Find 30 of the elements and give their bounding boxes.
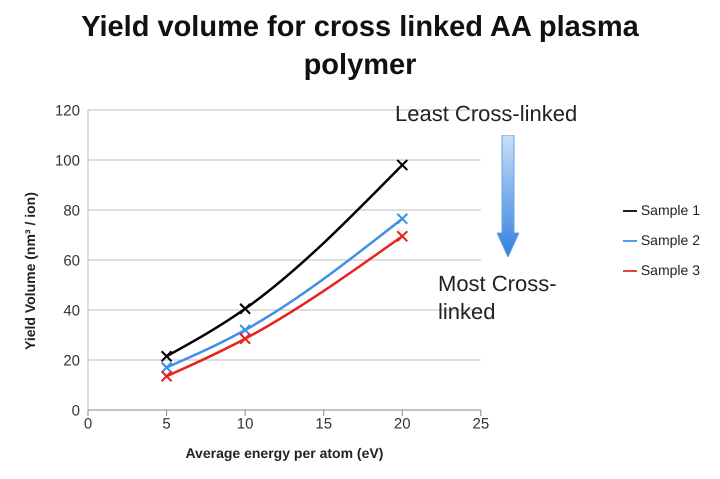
annotation: Least Cross-linked: [395, 100, 578, 128]
legend-label: Sample 1: [640, 202, 700, 218]
point: [239, 302, 252, 315]
point: [160, 370, 173, 382]
annotation: Most Cross-linked: [438, 270, 558, 326]
point: [396, 230, 408, 242]
point: [396, 159, 408, 171]
x-tick-label: 0: [84, 416, 92, 433]
x-tick-label: 20: [394, 416, 411, 433]
point: [239, 324, 252, 336]
legend-label: Sample 2: [640, 232, 700, 248]
x-tick-label: 15: [315, 416, 332, 433]
y-tick-label: 60: [63, 252, 80, 270]
chart-title: Yield volume for cross linked AA plasma polymer: [80, 10, 640, 83]
point: [160, 362, 173, 374]
point: [160, 350, 173, 362]
point: [239, 332, 252, 345]
y-tick-label: 120: [54, 102, 80, 120]
x-axis-title: Average energy per atom (eV): [185, 445, 384, 461]
y-tick-label: 0: [72, 402, 80, 420]
x-tick-label: 5: [162, 416, 171, 433]
legend-label: Sample 3: [640, 262, 700, 278]
y-tick-label: 100: [54, 152, 80, 170]
point: [396, 212, 408, 225]
y-tick-label: 20: [63, 352, 80, 370]
x-tick-label: 25: [472, 416, 490, 433]
y-tick-label: 40: [63, 302, 80, 320]
y-tick-label: 80: [63, 202, 80, 220]
x-tick-label: 10: [236, 416, 254, 433]
y-axis-title: Yield Volume (nm³ / ion): [22, 192, 38, 350]
